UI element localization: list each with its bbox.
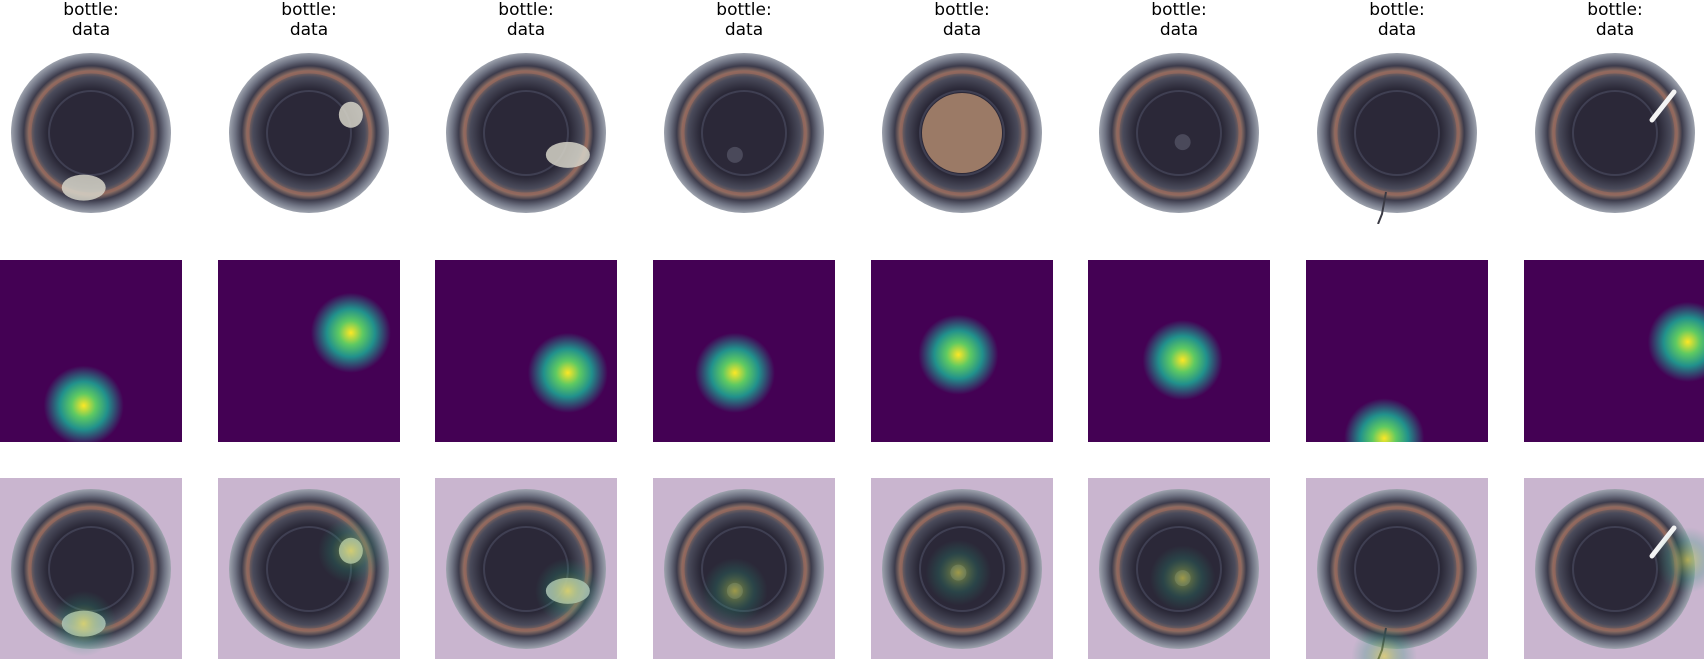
input-image — [0, 42, 182, 224]
anomaly-hotspot — [435, 260, 617, 442]
anomaly-heatmap — [218, 260, 400, 442]
input-image — [218, 42, 400, 224]
panel-title-line1: bottle: — [498, 0, 554, 20]
panel-title-line1: bottle: — [1151, 0, 1207, 20]
panel-title-line1: bottle: — [281, 0, 337, 20]
anomaly-heatmap — [871, 260, 1053, 442]
heatmap-overlay — [435, 478, 617, 659]
panel-title-line1: bottle: — [1587, 0, 1643, 20]
input-image — [653, 42, 835, 224]
panel-column: bottle: data — [871, 0, 1053, 659]
panel-title: bottle: data — [653, 0, 835, 40]
panel-title: bottle: data — [0, 0, 182, 40]
input-image — [435, 42, 617, 224]
panel-title-line2: data — [1159, 20, 1199, 40]
heatmap-overlay — [1306, 478, 1488, 659]
anomaly-heatmap — [435, 260, 617, 442]
heatmap-overlay — [653, 478, 835, 659]
input-image — [1088, 42, 1270, 224]
defect-mark — [1174, 134, 1191, 151]
panel-title-line1: bottle: — [1369, 0, 1425, 20]
panel-title-line2: data — [1377, 20, 1417, 40]
anomaly-heatmap — [1524, 260, 1704, 442]
input-image — [871, 42, 1053, 224]
panel-column: bottle: data — [1088, 0, 1270, 659]
anomaly-hotspot — [0, 260, 182, 442]
anomaly-hotspot — [871, 260, 1053, 442]
defect-mark — [61, 174, 106, 201]
panel-title-line2: data — [71, 20, 111, 40]
heatmap-overlay — [1088, 478, 1270, 659]
panel-title-line2: data — [724, 20, 764, 40]
anomaly-hotspot — [653, 260, 835, 442]
panel-title-line1: bottle: — [716, 0, 772, 20]
panel-title: bottle: data — [1524, 0, 1704, 40]
anomaly-heatmap — [0, 260, 182, 442]
anomaly-heatmap — [653, 260, 835, 442]
panel-title-line2: data — [506, 20, 546, 40]
panel-title: bottle: data — [218, 0, 400, 40]
input-image — [1306, 42, 1488, 224]
panel-title-line2: data — [1595, 20, 1635, 40]
defect-mark — [1649, 89, 1677, 123]
anomaly-heatmap — [1306, 260, 1488, 442]
anomaly-hotspot — [1524, 260, 1704, 442]
panel-column: bottle: data — [1524, 0, 1704, 659]
panel-title: bottle: data — [1088, 0, 1270, 40]
panel-column: bottle: data — [435, 0, 617, 659]
panel-title: bottle: data — [435, 0, 617, 40]
anomaly-hotspot — [1088, 260, 1270, 442]
heatmap-overlay — [218, 478, 400, 659]
panel-column: bottle: data — [1306, 0, 1488, 659]
panel-column: bottle: data — [0, 0, 182, 659]
defect-mark — [1377, 191, 1387, 224]
panel-title-line1: bottle: — [63, 0, 119, 20]
panel-column: bottle: data — [218, 0, 400, 659]
panel-title: bottle: data — [871, 0, 1053, 40]
defect-mark — [338, 101, 363, 128]
anomaly-hotspot — [1306, 260, 1488, 442]
panel-title-line2: data — [942, 20, 982, 40]
anomaly-heatmap — [1088, 260, 1270, 442]
heatmap-overlay — [871, 478, 1053, 659]
heatmap-overlay — [0, 478, 182, 659]
panel-title: bottle: data — [1306, 0, 1488, 40]
panel-column: bottle: data — [653, 0, 835, 659]
defect-mark — [545, 141, 590, 168]
input-image — [1524, 42, 1704, 224]
panel-title-line2: data — [289, 20, 329, 40]
anomaly-hotspot — [218, 260, 400, 442]
panel-title-line1: bottle: — [934, 0, 990, 20]
defect-mark — [726, 146, 743, 163]
heatmap-overlay — [1524, 478, 1704, 659]
